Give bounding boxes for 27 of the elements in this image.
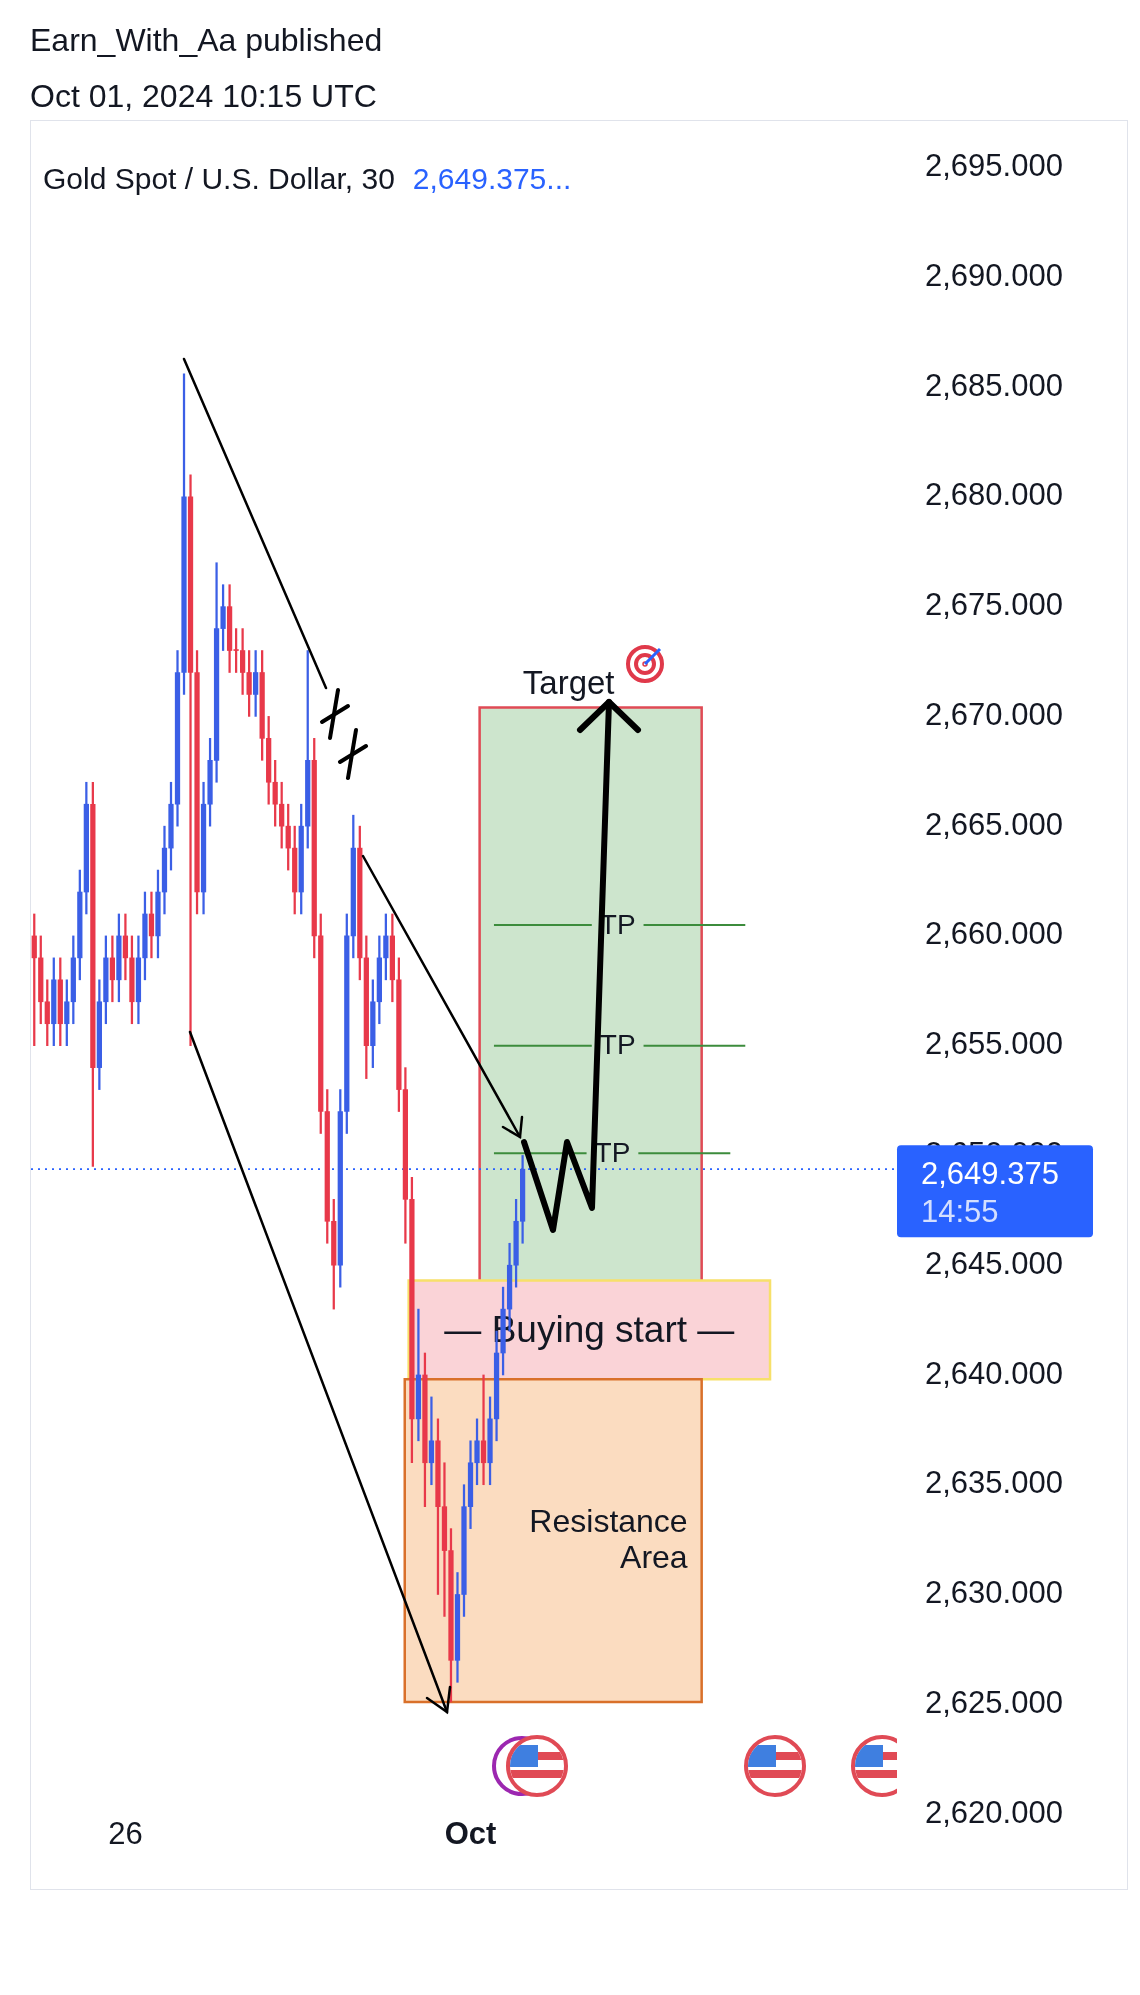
y-tick-label: 2,695.000 xyxy=(925,148,1063,184)
chart-title: Earn_With_Aa published xyxy=(30,22,383,59)
y-tick-label: 2,685.000 xyxy=(925,367,1063,403)
ref-line-label: TP xyxy=(599,1029,636,1061)
y-tick-label: 2,675.000 xyxy=(925,587,1063,623)
x-tick-label: 26 xyxy=(108,1816,143,1852)
band-label: Target xyxy=(522,663,615,701)
y-tick-label: 2,635.000 xyxy=(925,1465,1063,1501)
annotation: 2,649.375... xyxy=(412,162,572,195)
y-tick-label: 2,670.000 xyxy=(925,696,1063,732)
band-label: Resistance Area xyxy=(529,1502,688,1575)
ref-line-label: 2,649.375 14:55 xyxy=(921,1155,1059,1229)
x-tick-label: Oct xyxy=(444,1816,497,1852)
ref-line-label: TP xyxy=(594,1136,631,1168)
y-tick-label: 2,680.000 xyxy=(925,477,1063,513)
ref-line-label: TP xyxy=(599,908,636,940)
y-tick-label: 2,630.000 xyxy=(925,1575,1063,1611)
y-tick-label: 2,665.000 xyxy=(925,806,1063,842)
y-tick-label: 2,660.000 xyxy=(925,916,1063,952)
y-tick-label: 2,640.000 xyxy=(925,1355,1063,1391)
chart-subtitle: Oct 01, 2024 10:15 UTC xyxy=(30,78,377,115)
y-tick-label: 2,620.000 xyxy=(925,1794,1063,1830)
y-tick-label: 2,645.000 xyxy=(925,1245,1063,1281)
y-tick-label: 2,655.000 xyxy=(925,1026,1063,1062)
y-tick-label: 2,625.000 xyxy=(925,1684,1063,1720)
y-tick-label: 2,690.000 xyxy=(925,257,1063,293)
annotation: Gold Spot / U.S. Dollar, 30 xyxy=(43,162,395,195)
